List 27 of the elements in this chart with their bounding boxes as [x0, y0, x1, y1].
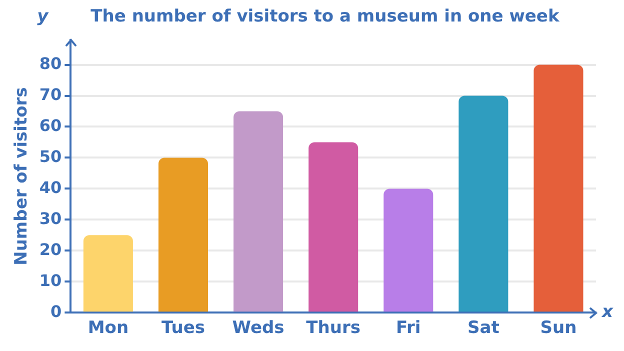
x-tick-label: Sun: [540, 318, 577, 338]
bar: [384, 188, 434, 312]
bar: [83, 235, 133, 312]
x-tick-label: Thurs: [306, 318, 360, 338]
chart-title: The number of visitors to a museum in one week: [90, 6, 560, 26]
y-tick-label: 70: [39, 84, 62, 104]
text: x: [601, 302, 614, 322]
x-tick-label: Sat: [468, 318, 500, 338]
y-tick-label: 20: [39, 240, 62, 259]
y-tick-label: 10: [39, 270, 62, 290]
y-tick-label: 0: [50, 302, 62, 321]
y-tick-label: 30: [39, 208, 62, 228]
x-tick-label: Tues: [161, 318, 205, 338]
bar: [534, 64, 584, 312]
bar: [158, 158, 208, 312]
bar: [308, 142, 358, 312]
y-tick-label: 50: [39, 146, 62, 166]
bar: [458, 96, 508, 312]
x-tick-label: Fri: [396, 318, 421, 338]
y-tick-label: 60: [39, 116, 62, 135]
text: y: [37, 6, 50, 26]
bar: [234, 111, 284, 312]
x-tick-label: Weds: [232, 318, 284, 338]
x-tick-label: Mon: [88, 318, 129, 338]
y-tick-label: 40: [39, 178, 62, 197]
y-axis-title: Number of visitors: [12, 87, 32, 266]
y-tick-label: 80: [39, 54, 62, 73]
